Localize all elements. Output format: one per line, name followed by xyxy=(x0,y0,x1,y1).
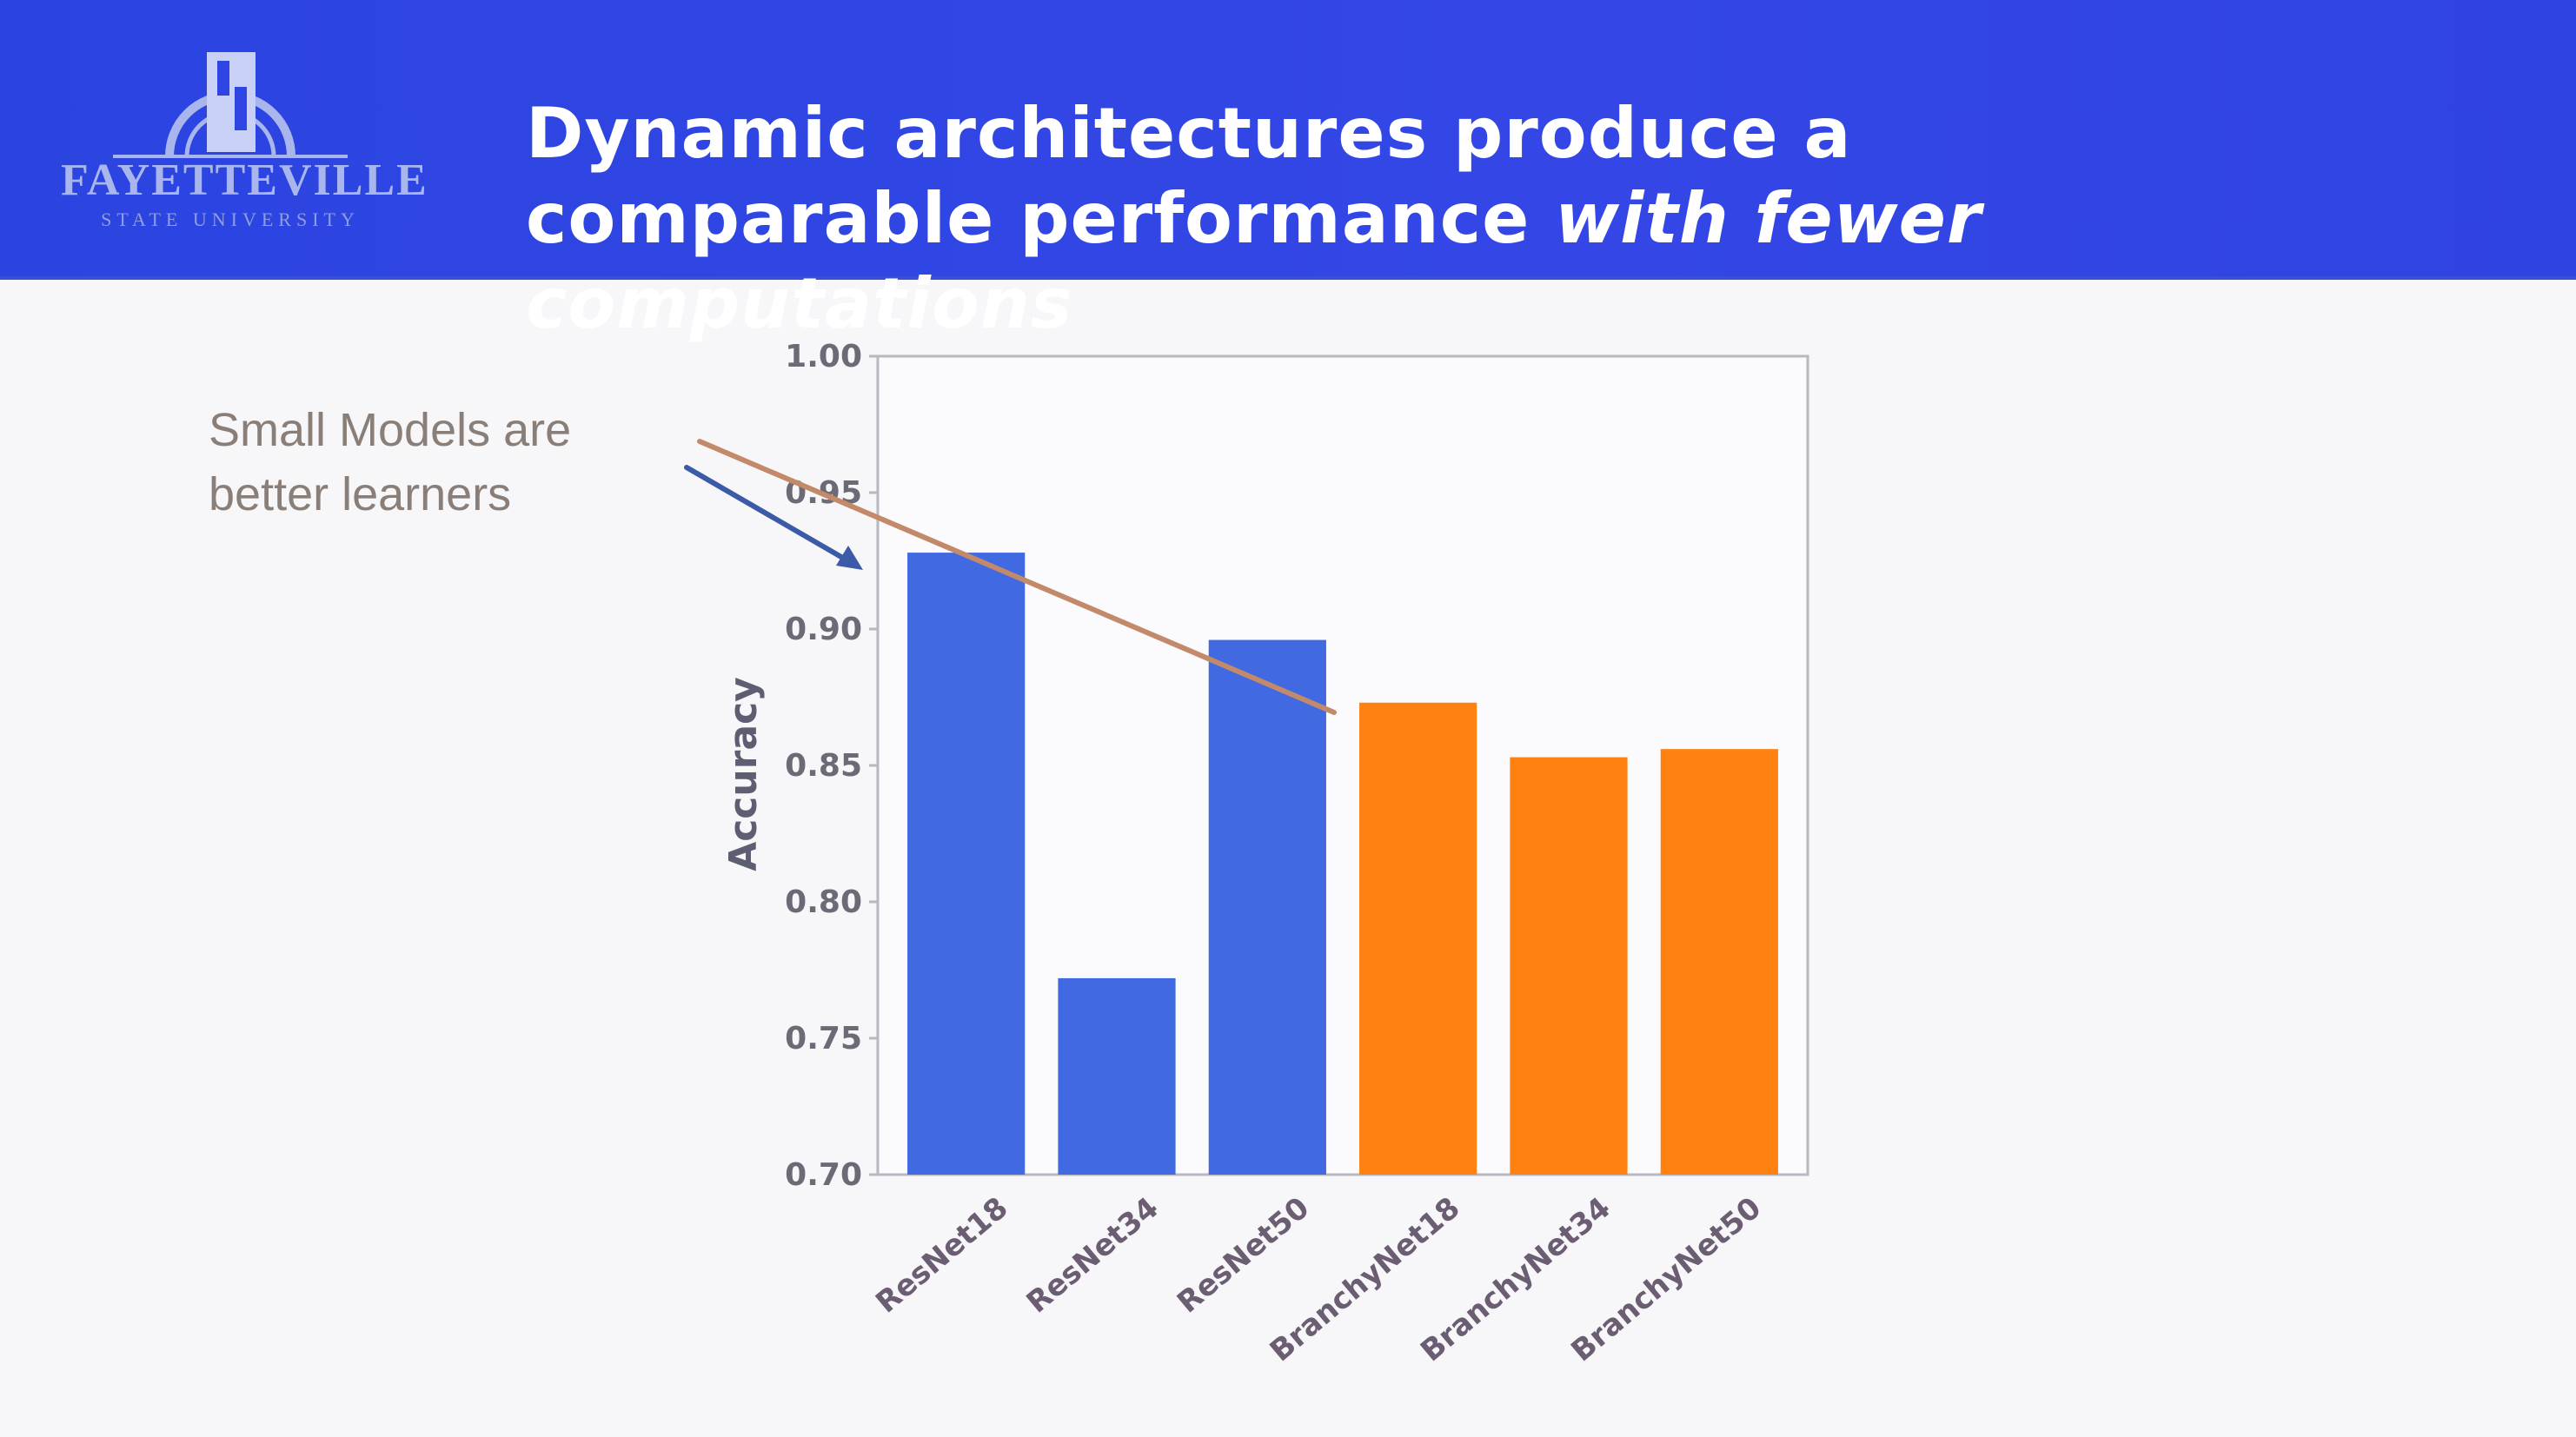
annotation-arrows xyxy=(684,439,1337,715)
annotation-line-2: better learners xyxy=(209,468,512,520)
bar-branchynet18 xyxy=(1359,702,1477,1175)
title-line-2-italic: with fewer computations xyxy=(526,178,1982,344)
y-tick-label: 0.75 xyxy=(785,1021,862,1056)
chart-y-ticks: 0.700.750.800.850.900.951.00 xyxy=(785,339,878,1193)
trend-arrow-line xyxy=(697,439,1337,715)
header-banner: FAYETTEVILLE STATE UNIVERSITY Dynamic ar… xyxy=(0,0,2576,344)
x-tick-label: ResNet34 xyxy=(1020,1190,1165,1320)
bar-resnet18 xyxy=(907,553,1026,1175)
logo-wordmark: FAYETTEVILLE xyxy=(61,156,428,205)
x-tick-label: ResNet50 xyxy=(1171,1190,1316,1320)
university-logo: FAYETTEVILLE STATE UNIVERSITY xyxy=(61,35,428,252)
chart-x-ticks: ResNet18 ResNet34 ResNet50BranchyNet18Bran… xyxy=(869,1190,1768,1368)
logo-emblem-icon xyxy=(113,52,348,158)
title-line-1: Dynamic architectures produce a xyxy=(526,93,1852,174)
bar-branchynet34 xyxy=(1510,757,1628,1175)
y-axis-label: Accuracy xyxy=(721,677,766,871)
y-tick-label: 1.00 xyxy=(785,339,862,374)
plot-frame xyxy=(876,354,1809,1176)
annotation-text: Small Models are better learners xyxy=(209,398,695,526)
annotation-line-1: Small Models are xyxy=(209,404,572,456)
chart-bars xyxy=(907,553,1778,1175)
y-tick-label: 0.85 xyxy=(785,748,862,784)
title-line-2: comparable performance with fewer comput… xyxy=(526,176,2438,347)
pointer-arrow-line xyxy=(684,465,854,566)
bar-resnet34 xyxy=(1058,977,1176,1175)
title-line-2-plain: comparable performance xyxy=(526,178,1556,259)
y-tick-label: 0.80 xyxy=(785,884,862,920)
logo-subtext: STATE UNIVERSITY xyxy=(101,209,360,230)
slide-title: Dynamic architectures produce a comparab… xyxy=(526,91,2438,347)
pointer-arrowhead-icon xyxy=(836,546,863,570)
x-tick-label: ResNet18 xyxy=(869,1190,1014,1320)
y-tick-label: 0.70 xyxy=(785,1157,862,1193)
chart-axes xyxy=(876,354,1809,1176)
bar-branchynet50 xyxy=(1660,749,1778,1175)
bar-resnet50 xyxy=(1208,639,1326,1175)
y-tick-label: 0.90 xyxy=(785,612,862,647)
